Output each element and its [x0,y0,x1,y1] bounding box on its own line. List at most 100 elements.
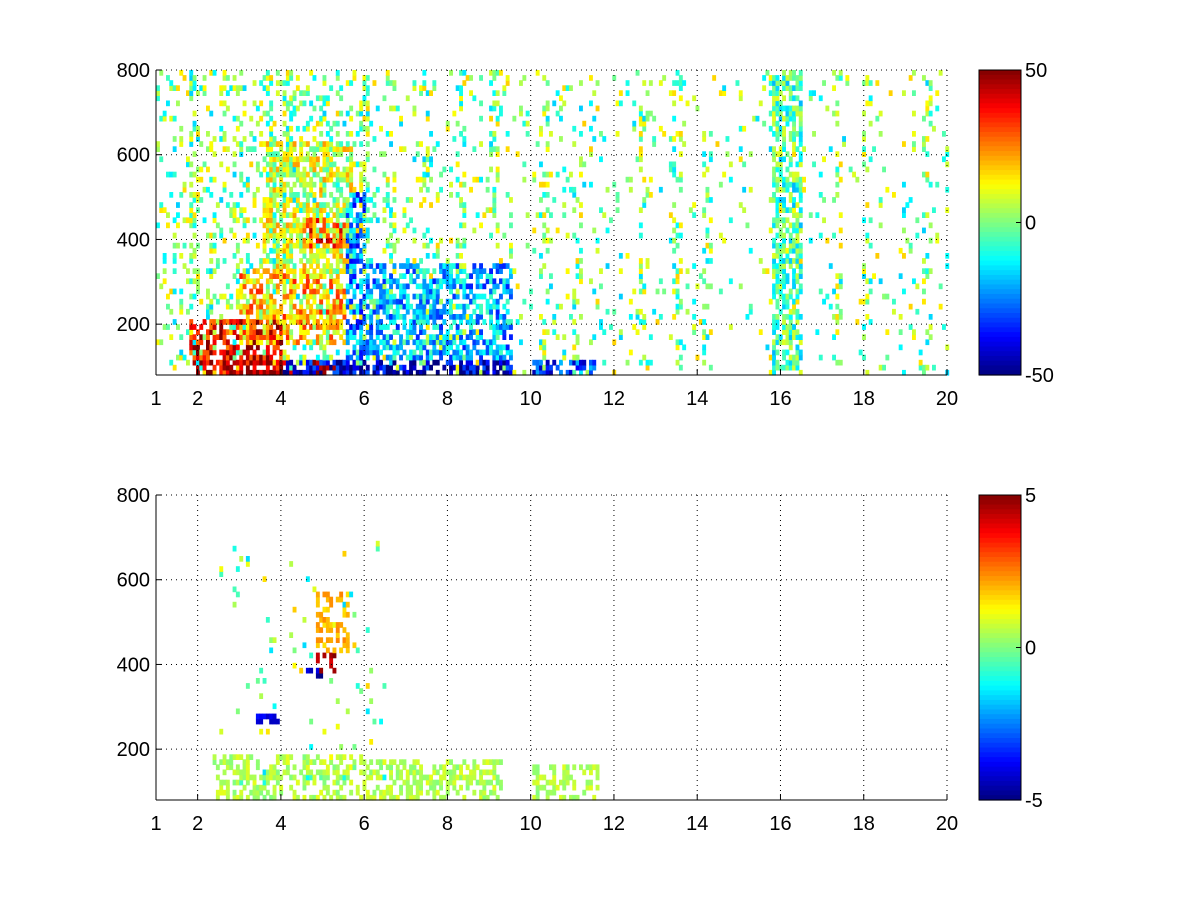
heatmap-cell [275,237,280,244]
heatmap-cell [215,334,220,340]
heatmap-cell [192,110,197,117]
heatmap-cell [305,319,310,325]
heatmap-cell [259,774,264,781]
heatmap-cell [325,227,330,234]
heatmap-cell [565,232,570,239]
heatmap-cell [196,90,200,96]
heatmap-cell [292,207,297,213]
heatmap-cell [775,176,780,183]
heatmap-cell [289,242,294,249]
heatmap-cell [795,95,800,102]
heatmap-cell [439,278,443,285]
heatmap-cell [419,303,423,310]
heatmap-cell [292,90,297,96]
heatmap-cell [618,334,623,340]
heatmap-cell [462,222,467,229]
heatmap-cell [189,207,194,213]
heatmap-cell [785,324,790,330]
heatmap-cell [575,339,580,346]
heatmap-cell [179,354,184,361]
heatmap-cell [672,136,677,142]
heatmap-cell [402,349,407,356]
heatmap-cell [322,359,327,366]
heatmap-cell [798,263,803,269]
heatmap-cell [322,268,327,274]
heatmap-cell [302,217,307,224]
heatmap-cell [485,298,490,305]
heatmap-cell [335,324,340,330]
heatmap-cell [359,298,364,305]
heatmap-cell [492,202,497,208]
heatmap-cell [539,253,543,259]
heatmap-cell [445,273,450,279]
heatmap-cell [265,344,270,351]
heatmap-cell [788,247,793,254]
heatmap-cell [479,308,483,315]
heatmap-cell [545,288,550,295]
heatmap-cell [232,769,237,776]
heatmap-cell [642,176,647,183]
colorbar-segment [979,236,1021,243]
heatmap-cell [239,120,244,127]
heatmap-cell [322,217,327,224]
heatmap-cell [369,698,374,704]
heatmap-cell [572,779,577,786]
heatmap-cell [365,324,370,330]
heatmap-cell [459,784,463,791]
heatmap-cell [945,161,950,168]
heatmap-cell [335,247,340,254]
heatmap-cell [199,339,204,346]
heatmap-cell [419,319,423,325]
heatmap-cell [239,354,244,361]
heatmap-cell [455,263,460,269]
heatmap-cell [235,754,240,760]
heatmap-cell [389,769,393,776]
heatmap-cell [668,212,673,218]
heatmap-cell [625,359,630,366]
heatmap-cell [485,308,490,315]
heatmap-cell [176,354,180,361]
heatmap-cell [419,314,423,320]
heatmap-cell [702,344,707,351]
heatmap-cell [249,288,254,295]
heatmap-cell [272,319,277,325]
heatmap-cell [502,278,507,285]
heatmap-cell [322,769,327,776]
heatmap-cell [262,247,267,254]
heatmap-cell [782,247,786,254]
heatmap-cell [465,273,470,279]
heatmap-cell [265,617,270,623]
heatmap-cell [462,207,467,213]
heatmap-cell [339,242,344,249]
heatmap-cell [559,359,563,366]
heatmap-cell [645,110,650,117]
heatmap-cell [835,151,840,157]
heatmap-cell [459,359,463,366]
heatmap-cell [232,344,237,351]
heatmap-cell [166,303,170,310]
heatmap-cell [688,207,693,213]
heatmap-cell [772,253,776,259]
heatmap-cell [215,263,220,269]
heatmap-cell [292,774,297,781]
heatmap-cell [465,774,470,781]
heatmap-cell [229,364,234,371]
heatmap-cell [472,364,477,371]
heatmap-cell [532,171,537,178]
heatmap-cell [445,344,450,351]
heatmap-cell [309,242,314,249]
heatmap-cell [352,764,357,771]
heatmap-cell [475,278,480,285]
heatmap-cell [332,161,337,168]
heatmap-cell [319,789,324,796]
heatmap-cell [485,207,490,213]
heatmap-cell [269,75,274,81]
heatmap-cell [412,764,417,771]
heatmap-cell [292,192,297,198]
heatmap-cell [928,268,933,274]
heatmap-cell [345,176,350,183]
heatmap-cell [798,288,803,295]
heatmap-cell [372,308,377,315]
heatmap-cell [878,131,883,137]
heatmap-cell [245,217,250,224]
